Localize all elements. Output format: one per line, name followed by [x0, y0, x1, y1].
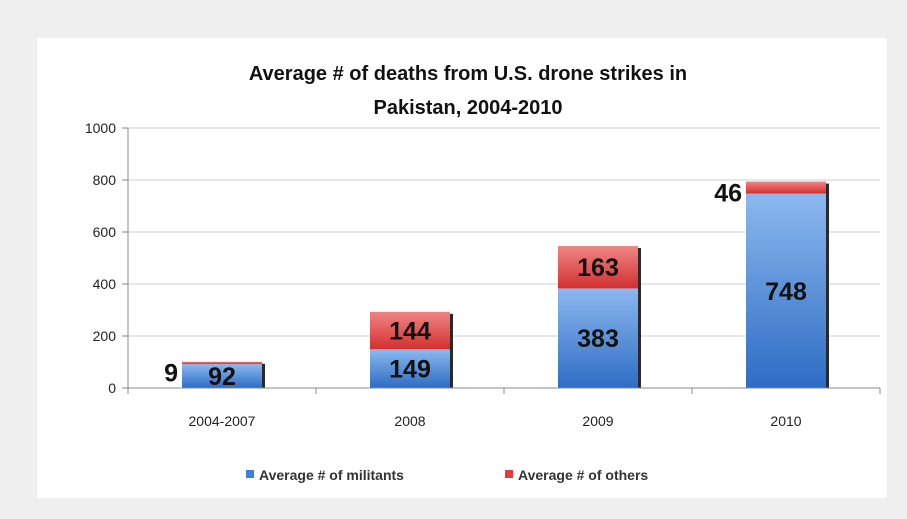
value-label-militants: 748 — [765, 278, 807, 306]
legend-label-militants: Average # of militants — [259, 467, 404, 483]
bar-others-2010 — [746, 181, 826, 194]
bar-militants-2004-2007 — [182, 364, 262, 388]
value-label-others: 46 — [714, 180, 742, 208]
bar-shadow — [449, 313, 453, 388]
legend-swatch-militants — [246, 470, 254, 478]
y-tick-label: 400 — [93, 276, 117, 292]
bar-shadow — [261, 363, 265, 388]
value-label-others: 9 — [164, 360, 178, 388]
chart-frame — [37, 38, 887, 498]
x-tick-label: 2008 — [394, 413, 425, 429]
bar-others-2009 — [558, 246, 638, 289]
value-label-militants: 383 — [577, 325, 619, 353]
x-tick-label: 2004-2007 — [189, 413, 256, 429]
value-label-militants: 149 — [389, 356, 431, 384]
y-tick-label: 0 — [108, 380, 116, 396]
legend-label-others: Average # of others — [518, 467, 648, 483]
y-tick-label: 1000 — [85, 120, 116, 136]
y-tick-label: 600 — [93, 224, 117, 240]
x-axis: 2004-2007 2008 2009 2010 — [127, 387, 881, 429]
x-tick-label: 2009 — [582, 413, 613, 429]
bar-others-2008 — [370, 311, 450, 350]
x-tick-label: 2010 — [770, 413, 801, 429]
bar-others-2004-2007 — [182, 361, 262, 365]
bar-shadow — [825, 183, 829, 388]
legend: Average # of militants Average # of othe… — [246, 467, 648, 483]
y-axis: 0 200 400 600 800 1000 — [85, 120, 129, 396]
bars — [182, 181, 829, 388]
bar-shadow — [637, 248, 641, 388]
value-label-militants: 92 — [208, 363, 236, 391]
y-tick-label: 800 — [93, 172, 117, 188]
bar-militants-2009 — [558, 288, 638, 388]
bar-militants-2008 — [370, 349, 450, 388]
chart-title-line-2: Pakistan, 2004-2010 — [373, 97, 562, 119]
value-label-others: 163 — [577, 254, 619, 282]
y-tick-label: 200 — [93, 328, 117, 344]
chart-title-line-1: Average # of deaths from U.S. drone stri… — [249, 63, 687, 85]
value-labels: 92 9 149 144 383 163 748 46 — [164, 180, 807, 391]
value-label-others: 144 — [389, 318, 431, 346]
legend-swatch-others — [505, 470, 513, 478]
bar-militants-2010 — [746, 193, 826, 388]
